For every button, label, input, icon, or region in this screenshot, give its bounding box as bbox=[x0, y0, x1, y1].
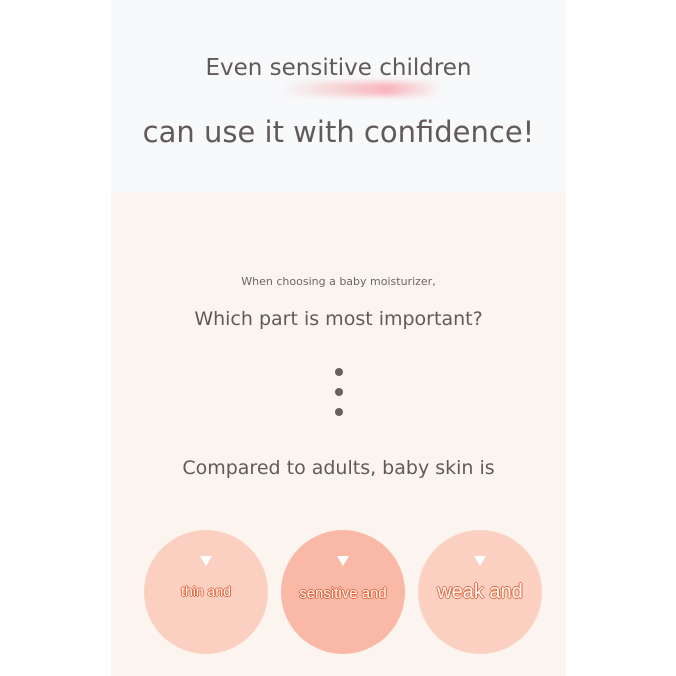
content-column: Even sensitive children can use it with … bbox=[111, 0, 566, 676]
triangle-down-icon bbox=[474, 556, 486, 566]
circle-label: weak and bbox=[437, 581, 523, 603]
headline-line1: Even sensitive children bbox=[205, 55, 472, 81]
headline-line2: can use it with confidence! bbox=[142, 115, 535, 149]
intro-text: When choosing a baby moisturizer, bbox=[241, 275, 436, 288]
circle-weak: weak and bbox=[418, 530, 542, 654]
statement-text: Compared to adults, baby skin is bbox=[182, 457, 495, 479]
circle-label: thin and bbox=[181, 583, 231, 599]
triangle-down-icon bbox=[200, 556, 212, 566]
circle-label: sensitive and bbox=[299, 585, 387, 602]
decorative-blur bbox=[281, 82, 441, 96]
circle-thin: thin and bbox=[144, 530, 268, 654]
hero-section: Even sensitive children can use it with … bbox=[111, 0, 566, 192]
circle-sensitive: sensitive and bbox=[281, 530, 405, 654]
triangle-down-icon bbox=[337, 556, 349, 566]
question-text: Which part is most important? bbox=[194, 308, 483, 330]
dot-icon bbox=[335, 388, 343, 396]
dot-icon bbox=[335, 368, 343, 376]
dot-icon bbox=[335, 408, 343, 416]
